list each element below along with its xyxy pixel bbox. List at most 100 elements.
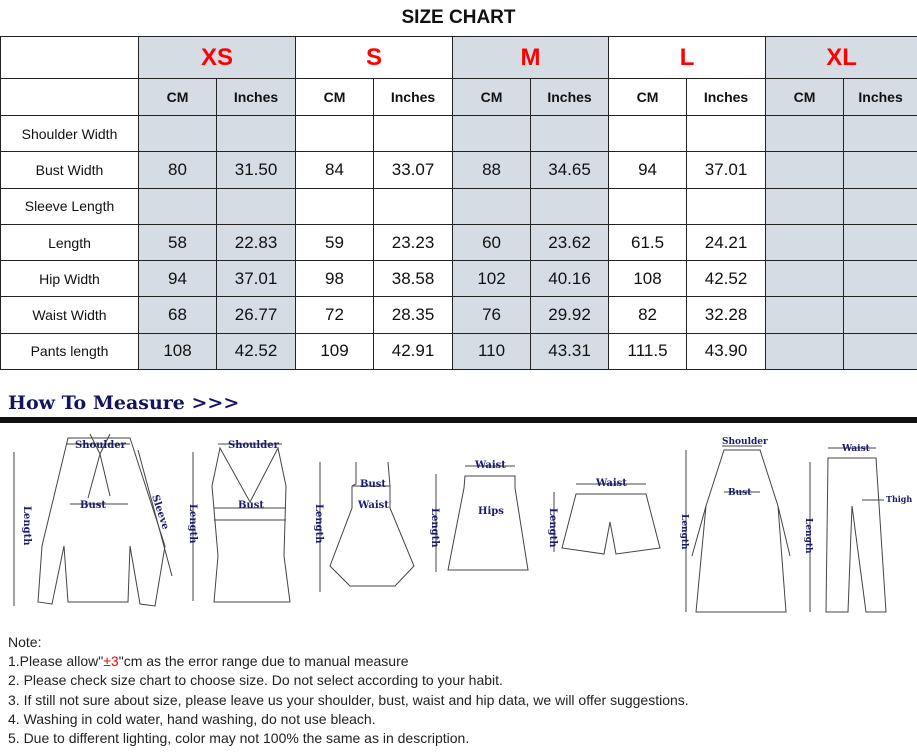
waist-label: Waist xyxy=(595,478,627,489)
bust-label: Bust xyxy=(360,479,386,490)
value-cell: 43.90 xyxy=(686,332,767,371)
note-line: 2. Please check size chart to choose siz… xyxy=(8,672,503,689)
value-cell: 108 xyxy=(138,332,217,371)
bust-label: Bust xyxy=(238,500,264,511)
size-header: L xyxy=(608,36,767,79)
unit-header: CM xyxy=(765,78,845,116)
value-cell: 34.65 xyxy=(530,151,610,189)
value-cell: 59 xyxy=(295,223,375,262)
dress-diagram: Bust Waist Length xyxy=(313,461,415,592)
value-cell xyxy=(765,332,845,371)
notes: Note: 1.Please allow"±3"cm as the error … xyxy=(8,633,689,748)
value-cell: 29.92 xyxy=(530,296,610,334)
thigh-label: Thigh xyxy=(886,494,912,504)
value-cell xyxy=(843,187,917,225)
tank-diagram: Shoulder Bust Length xyxy=(187,440,291,603)
value-cell: 72 xyxy=(295,296,375,334)
length-label: Length xyxy=(803,518,813,554)
size-chart-table: XS S M L XL CM Inches CM Inches CM Inches CM Inches C… xyxy=(0,36,917,371)
value-cell xyxy=(843,260,917,298)
note-line: 4. Washing in cold water, hand washing, … xyxy=(8,710,376,727)
value-cell: 23.62 xyxy=(530,223,610,262)
value-cell xyxy=(765,187,845,225)
unit-header: CM xyxy=(295,78,375,116)
value-cell: 26.77 xyxy=(215,296,297,334)
value-cell: 94 xyxy=(138,260,217,298)
value-cell: 108 xyxy=(608,260,688,298)
value-cell: 37.01 xyxy=(215,260,297,298)
row-label: Waist Width xyxy=(0,296,139,334)
value-cell xyxy=(138,187,217,225)
value-cell: 32.28 xyxy=(686,296,767,334)
waist-label: Waist xyxy=(474,460,506,471)
shorts-diagram: Waist Length xyxy=(547,478,661,555)
row-label: Pants length xyxy=(0,332,139,371)
value-cell: 33.07 xyxy=(373,151,454,189)
value-cell: 42.91 xyxy=(373,332,454,371)
value-cell: 42.52 xyxy=(686,260,767,298)
notes-heading: Note: xyxy=(8,634,42,650)
value-cell xyxy=(765,260,845,298)
table-row: Shoulder Width xyxy=(0,114,917,153)
value-cell: 60 xyxy=(452,223,532,262)
unit-header: CM xyxy=(452,78,532,116)
length-label: Length xyxy=(679,514,689,550)
length-label: Length xyxy=(21,506,32,546)
bust-label: Bust xyxy=(728,488,752,498)
note-text: "cm as the error range due to manual mea… xyxy=(118,653,409,670)
coat-diagram: Shoulder Bust Length xyxy=(679,437,791,613)
unit-header: CM xyxy=(608,78,688,116)
value-cell xyxy=(686,187,767,225)
note-line: 1.Please allow"±3"cm as the error range … xyxy=(8,652,689,671)
unit-header: Inches xyxy=(843,78,917,116)
waist-label: Waist xyxy=(357,500,389,511)
value-cell: 80 xyxy=(138,151,217,189)
value-cell xyxy=(215,114,297,153)
value-cell: 68 xyxy=(138,296,217,334)
how-to-measure-heading: How To Measure >>> xyxy=(8,392,240,414)
value-cell: 111.5 xyxy=(608,332,688,371)
unit-header: Inches xyxy=(686,78,767,116)
value-cell: 82 xyxy=(608,296,688,334)
note-line: 3. If still not sure about size, please … xyxy=(8,691,689,708)
table-row: Pants length 108 42.52 109 42.91 110 43.31 111.… xyxy=(0,332,917,371)
value-cell: 23.23 xyxy=(373,223,454,262)
value-cell: 40.16 xyxy=(530,260,610,298)
length-label: Length xyxy=(313,504,324,544)
size-header-row: XS S M L XL xyxy=(0,36,917,79)
value-cell: 88 xyxy=(452,151,532,189)
value-cell: 110 xyxy=(452,332,532,371)
unit-header-row: CM Inches CM Inches CM Inches CM Inches CM Inches xyxy=(0,78,917,116)
value-cell xyxy=(530,187,610,225)
row-label: Sleeve Length xyxy=(0,187,139,225)
value-cell xyxy=(373,187,454,225)
corner-cell xyxy=(0,36,139,79)
table-row: Length 58 22.83 59 23.23 60 23.62 61.5 24.21 xyxy=(0,223,917,262)
unit-header: Inches xyxy=(373,78,454,116)
row-label: Shoulder Width xyxy=(0,114,139,153)
value-cell xyxy=(843,151,917,189)
divider xyxy=(0,417,917,423)
pants-diagram: Waist Thigh Length xyxy=(803,444,912,613)
waist-label: Waist xyxy=(841,444,871,454)
value-cell xyxy=(843,114,917,153)
value-cell xyxy=(765,114,845,153)
table-row: Waist Width 68 26.77 72 28.35 76 29.92 82 32.28 xyxy=(0,296,917,334)
length-label: Length xyxy=(187,504,198,544)
value-cell: 102 xyxy=(452,260,532,298)
size-header: S xyxy=(295,36,454,79)
value-cell: 61.5 xyxy=(608,223,688,262)
value-cell xyxy=(843,296,917,334)
value-cell: 109 xyxy=(295,332,375,371)
value-cell: 24.21 xyxy=(686,223,767,262)
value-cell: 76 xyxy=(452,296,532,334)
row-label: Bust Width xyxy=(0,151,139,189)
note-line: 5. Due to different lighting, color may … xyxy=(8,730,470,747)
value-cell xyxy=(295,114,375,153)
value-cell: 38.58 xyxy=(373,260,454,298)
length-label: Length xyxy=(429,508,440,548)
value-cell xyxy=(452,187,532,225)
value-cell xyxy=(765,151,845,189)
size-header: XS xyxy=(137,36,297,79)
length-label: Length xyxy=(547,508,558,548)
